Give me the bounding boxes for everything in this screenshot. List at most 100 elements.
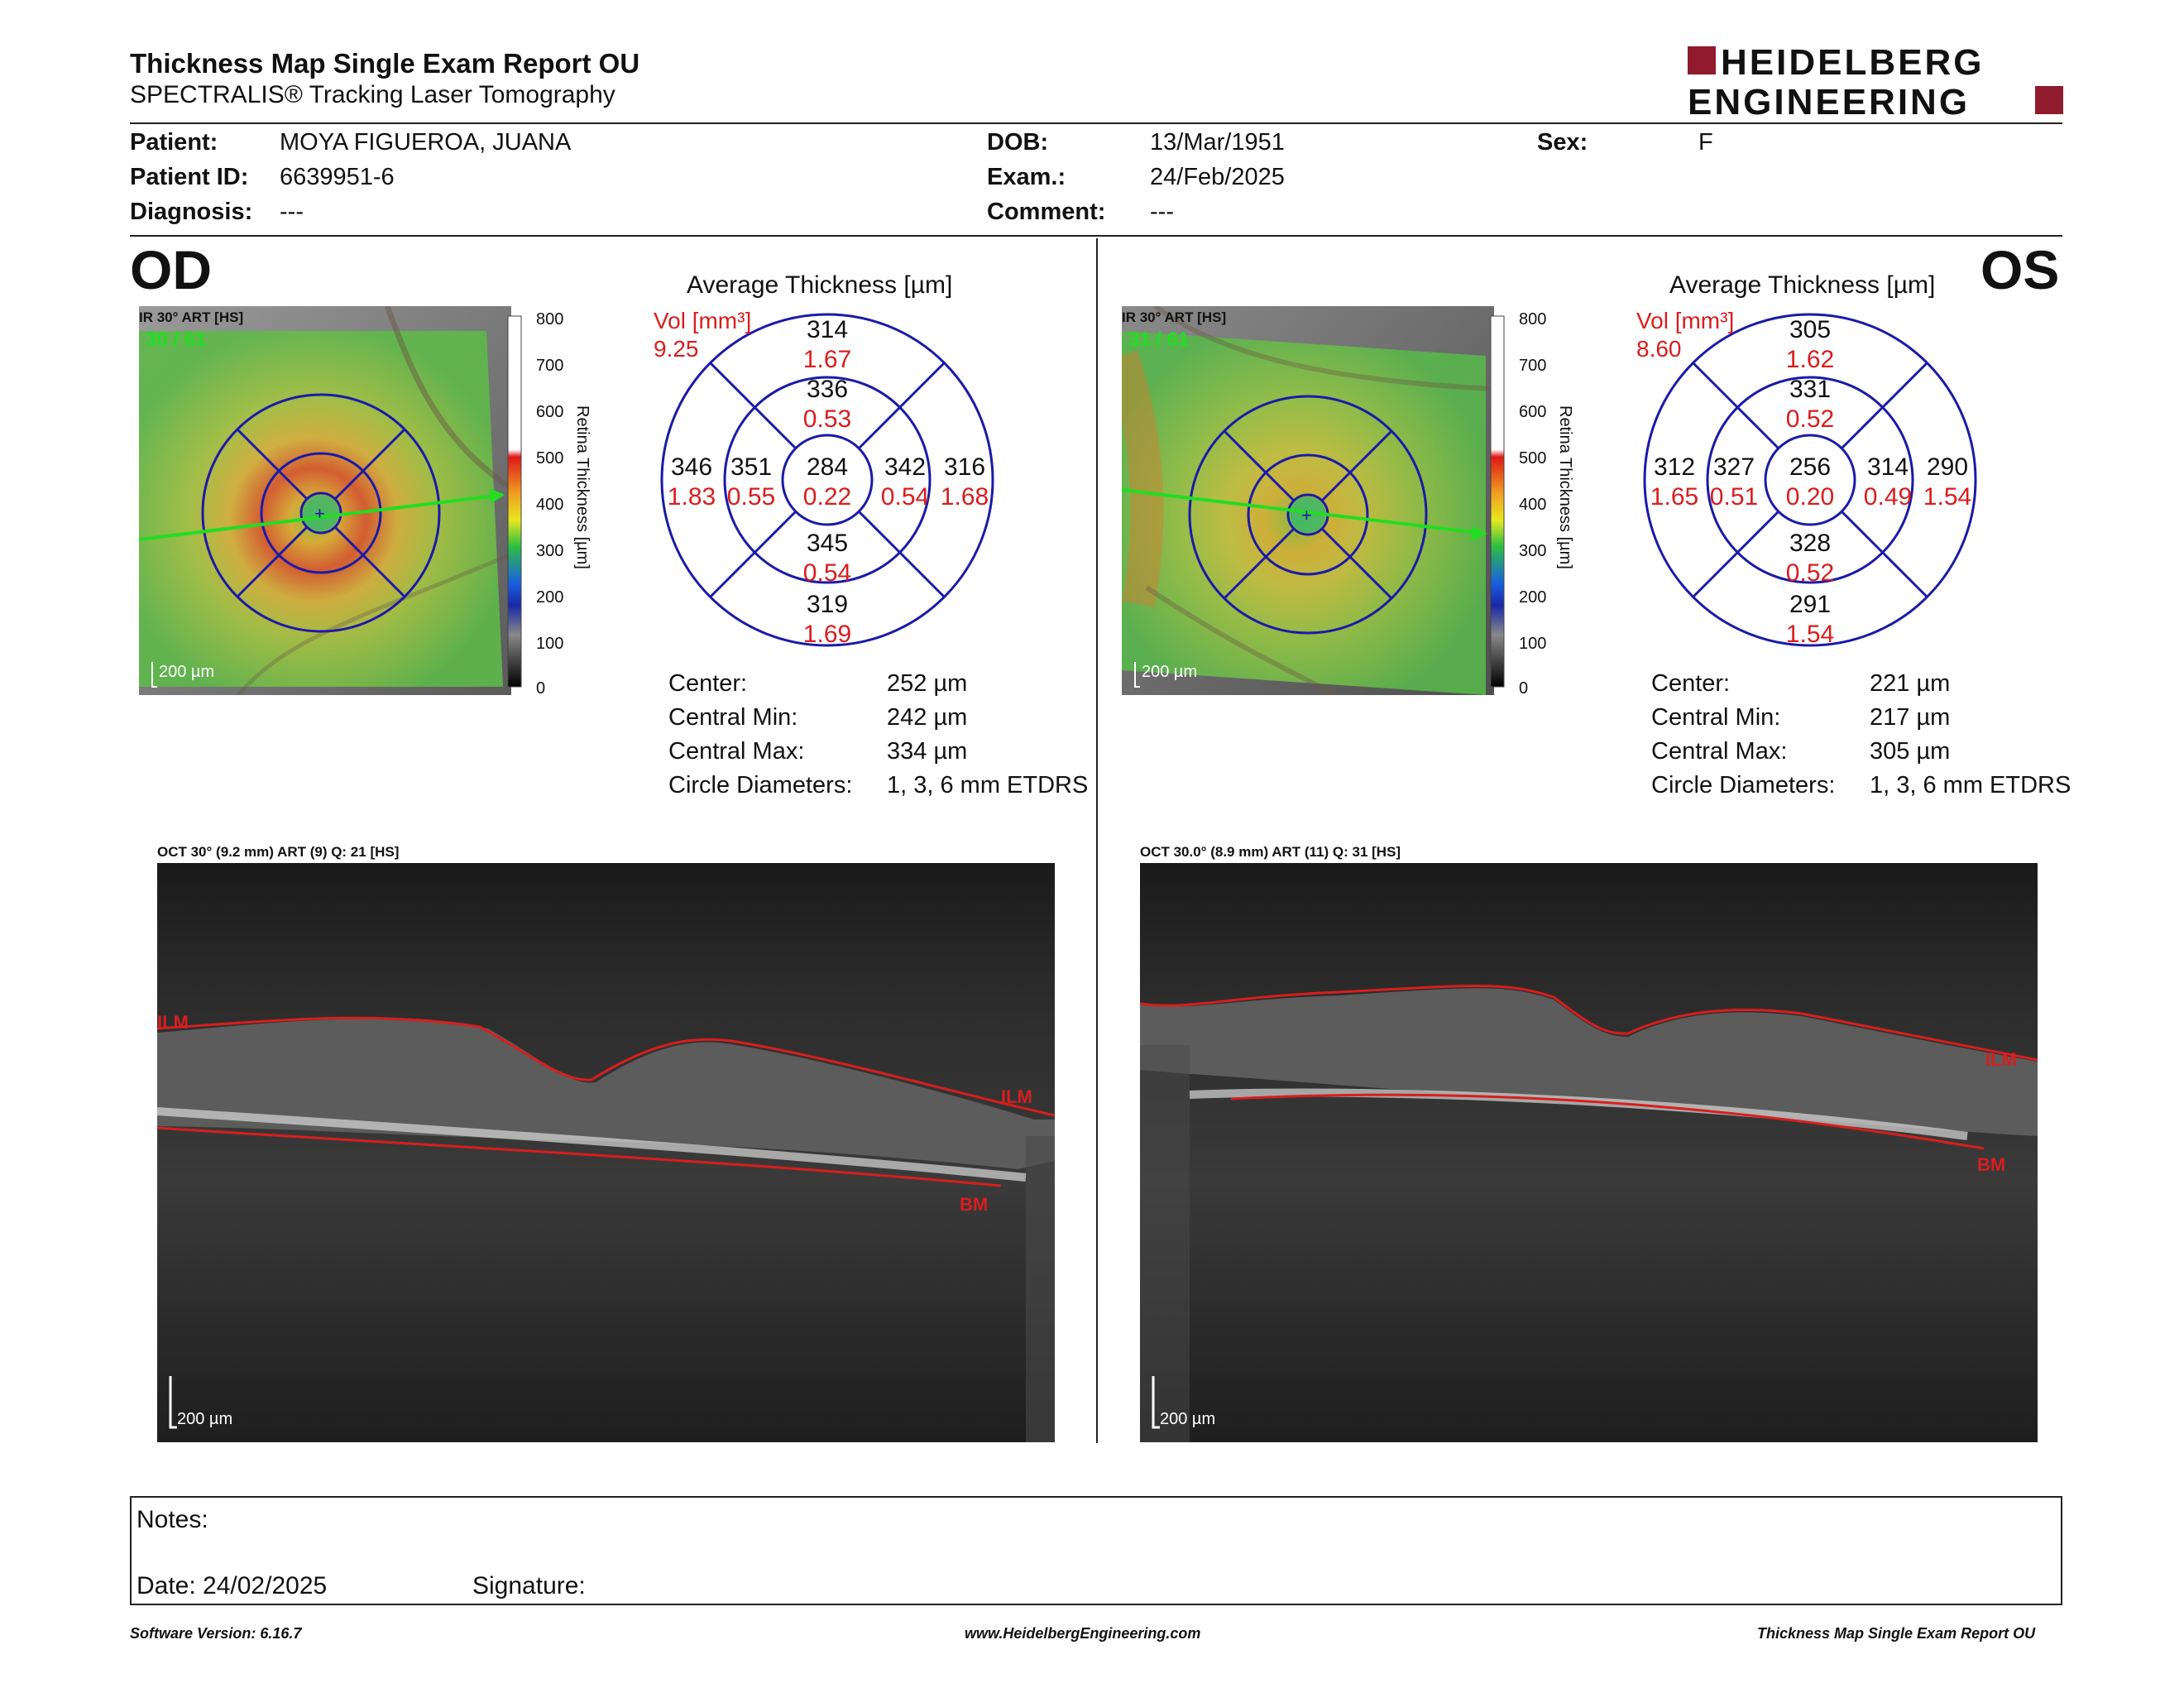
os-scale-bar [1134, 662, 1140, 688]
logo-square-bottom [2035, 86, 2063, 114]
os-colorbar-tick: 300 [1519, 542, 1546, 560]
os-max-label: Central Max: [1651, 738, 1788, 765]
od-oct-scale-bar [169, 1376, 177, 1429]
od-etdrs-overlay [201, 393, 441, 633]
od-inner-nasal: 351 [730, 453, 772, 481]
os-colorbar-title: Retina Thickness [µm] [1556, 405, 1574, 569]
od-outer-temporal: 316 [944, 453, 985, 481]
od-center-label: Center: [668, 670, 748, 697]
heidelberg-logo: HEIDELBERG ENGINEERING [1688, 43, 2063, 117]
os-scan-line [1122, 488, 1487, 535]
od-outer-temporal-vol: 1.68 [941, 483, 989, 511]
os-center-label: Center: [1651, 670, 1731, 697]
os-colorbar-tick: 200 [1519, 588, 1546, 607]
os-inner-superior-vol: 0.52 [1786, 405, 1834, 433]
od-colorbar-title: Retina Thickness [µm] [573, 405, 592, 569]
os-colorbar-tick: 600 [1519, 403, 1546, 421]
od-scale-label: 200 µm [159, 663, 214, 681]
sex-label: Sex: [1537, 129, 1588, 156]
os-colorbar-tick: 800 [1519, 310, 1546, 328]
od-diam-value: 1, 3, 6 mm ETDRS [887, 772, 1089, 798]
os-oct-scale-label: 200 µm [1160, 1410, 1215, 1428]
logo-text-line1: HEIDELBERG [1721, 43, 1984, 83]
os-etdrs-overlay [1188, 395, 1428, 635]
od-outer-inferior-vol: 1.69 [803, 621, 851, 648]
od-min-value: 242 µm [887, 704, 968, 731]
os-inner-nasal-vol: 0.49 [1864, 483, 1912, 511]
exam-value: 24/Feb/2025 [1150, 164, 1285, 190]
od-vol-label: Vol [mm³] [654, 308, 752, 333]
os-colorbar: 800 700 600 500 400 300 200 100 0 Retina… [1490, 310, 1574, 695]
os-center-value: 221 µm [1870, 670, 1951, 697]
os-outer-inferior: 291 [1789, 591, 1831, 618]
os-outer-superior: 305 [1789, 316, 1831, 343]
os-outer-nasal: 290 [1927, 453, 1968, 481]
od-etdrs-grid: 314 1.67 336 0.53 346 1.83 351 0.55 284 … [660, 313, 994, 648]
os-ir-label: IR 30° ART [HS] [1122, 309, 1227, 325]
od-inner-temporal: 342 [884, 453, 926, 481]
od-max-value: 334 µm [887, 738, 968, 765]
od-vessel [384, 306, 511, 491]
od-bm-line [157, 1126, 1002, 1187]
od-thickness-map: + 30 / 61 200 µm [139, 306, 511, 695]
footer-website[interactable]: www.HeidelbergEngineering.com [965, 1625, 1201, 1642]
os-inner-nasal: 314 [1867, 453, 1909, 481]
notes-signature: Signature: [472, 1572, 586, 1599]
os-thickness-map: + 31 / 61 200 µm [1122, 306, 1494, 695]
od-optic-shadow [1026, 1136, 1055, 1442]
od-scale-bar [151, 662, 157, 688]
od-scan-arrow [490, 488, 505, 503]
od-center: 284 [807, 453, 848, 481]
od-colorbar-tick: 500 [536, 449, 563, 468]
od-colorbar-tick: 100 [536, 635, 563, 653]
od-oct-label: OCT 30° (9.2 mm) ART (9) Q: 21 [HS] [157, 844, 400, 860]
od-fovea-marker: + [314, 503, 325, 524]
os-outer-temporal: 312 [1654, 453, 1695, 481]
os-inner-superior: 331 [1789, 376, 1831, 403]
report-title: Thickness Map Single Exam Report OU [130, 48, 640, 79]
os-inner-inferior: 328 [1789, 530, 1831, 557]
os-oct-scan: ILM BM 200 µm [1140, 863, 2038, 1442]
notes-box[interactable]: Notes: Date: 24/02/2025 Signature: [130, 1496, 2062, 1605]
os-center-vol: 0.20 [1786, 483, 1834, 511]
logo-square-top [1688, 46, 1716, 74]
os-optic-disc [1122, 350, 1164, 607]
os-ilm-line [1140, 985, 2038, 1062]
od-colorbar-tick: 600 [536, 403, 563, 421]
diagnosis-value: --- [280, 199, 304, 225]
report-subtitle: SPECTRALIS® Tracking Laser Tomography [130, 81, 615, 108]
os-colorbar-tick: 500 [1519, 449, 1546, 468]
dob-value: 13/Mar/1951 [1150, 129, 1285, 156]
exam-label: Exam.: [987, 164, 1066, 190]
od-center-value: 252 µm [887, 670, 968, 697]
notes-date: Date: 24/02/2025 [136, 1572, 328, 1599]
os-min-value: 217 µm [1870, 704, 1951, 731]
od-ilm-label-left: ILM [157, 1012, 189, 1033]
od-colorbar-tick: 300 [536, 542, 563, 560]
os-colorbar-tick: 700 [1519, 357, 1546, 375]
od-colorbar-tick: 400 [536, 496, 563, 514]
os-colorbar-tick: 100 [1519, 635, 1546, 653]
od-center-disc [303, 495, 339, 531]
os-outer-nasal-vol: 1.54 [1923, 483, 1971, 511]
od-inner-temporal-vol: 0.54 [881, 483, 929, 511]
od-bm-label: BM [960, 1194, 988, 1215]
od-rpe-band [157, 1107, 1027, 1182]
patient-name: MOYA FIGUEROA, JUANA [280, 129, 572, 156]
od-oct-scale-label: 200 µm [177, 1410, 232, 1428]
comment-label: Comment: [987, 199, 1106, 225]
os-diam-label: Circle Diameters: [1651, 772, 1836, 798]
os-vessel [1153, 306, 1494, 391]
os-diam-value: 1, 3, 6 mm ETDRS [1870, 772, 2071, 798]
os-outer-inferior-vol: 1.54 [1786, 621, 1834, 648]
notes-label: Notes: [136, 1506, 208, 1533]
os-bm-label: BM [1977, 1154, 2005, 1175]
patient-label: Patient: [130, 129, 218, 156]
od-outer-superior: 314 [807, 316, 848, 343]
od-ilm-label: ILM [1001, 1086, 1032, 1107]
os-center: 256 [1789, 453, 1831, 481]
comment-value: --- [1150, 199, 1174, 225]
od-ilm-line [157, 1016, 1055, 1117]
os-eye-label: OS [1980, 239, 2060, 300]
od-oct-scan: ILM ILM BM 200 µm [157, 863, 1055, 1442]
